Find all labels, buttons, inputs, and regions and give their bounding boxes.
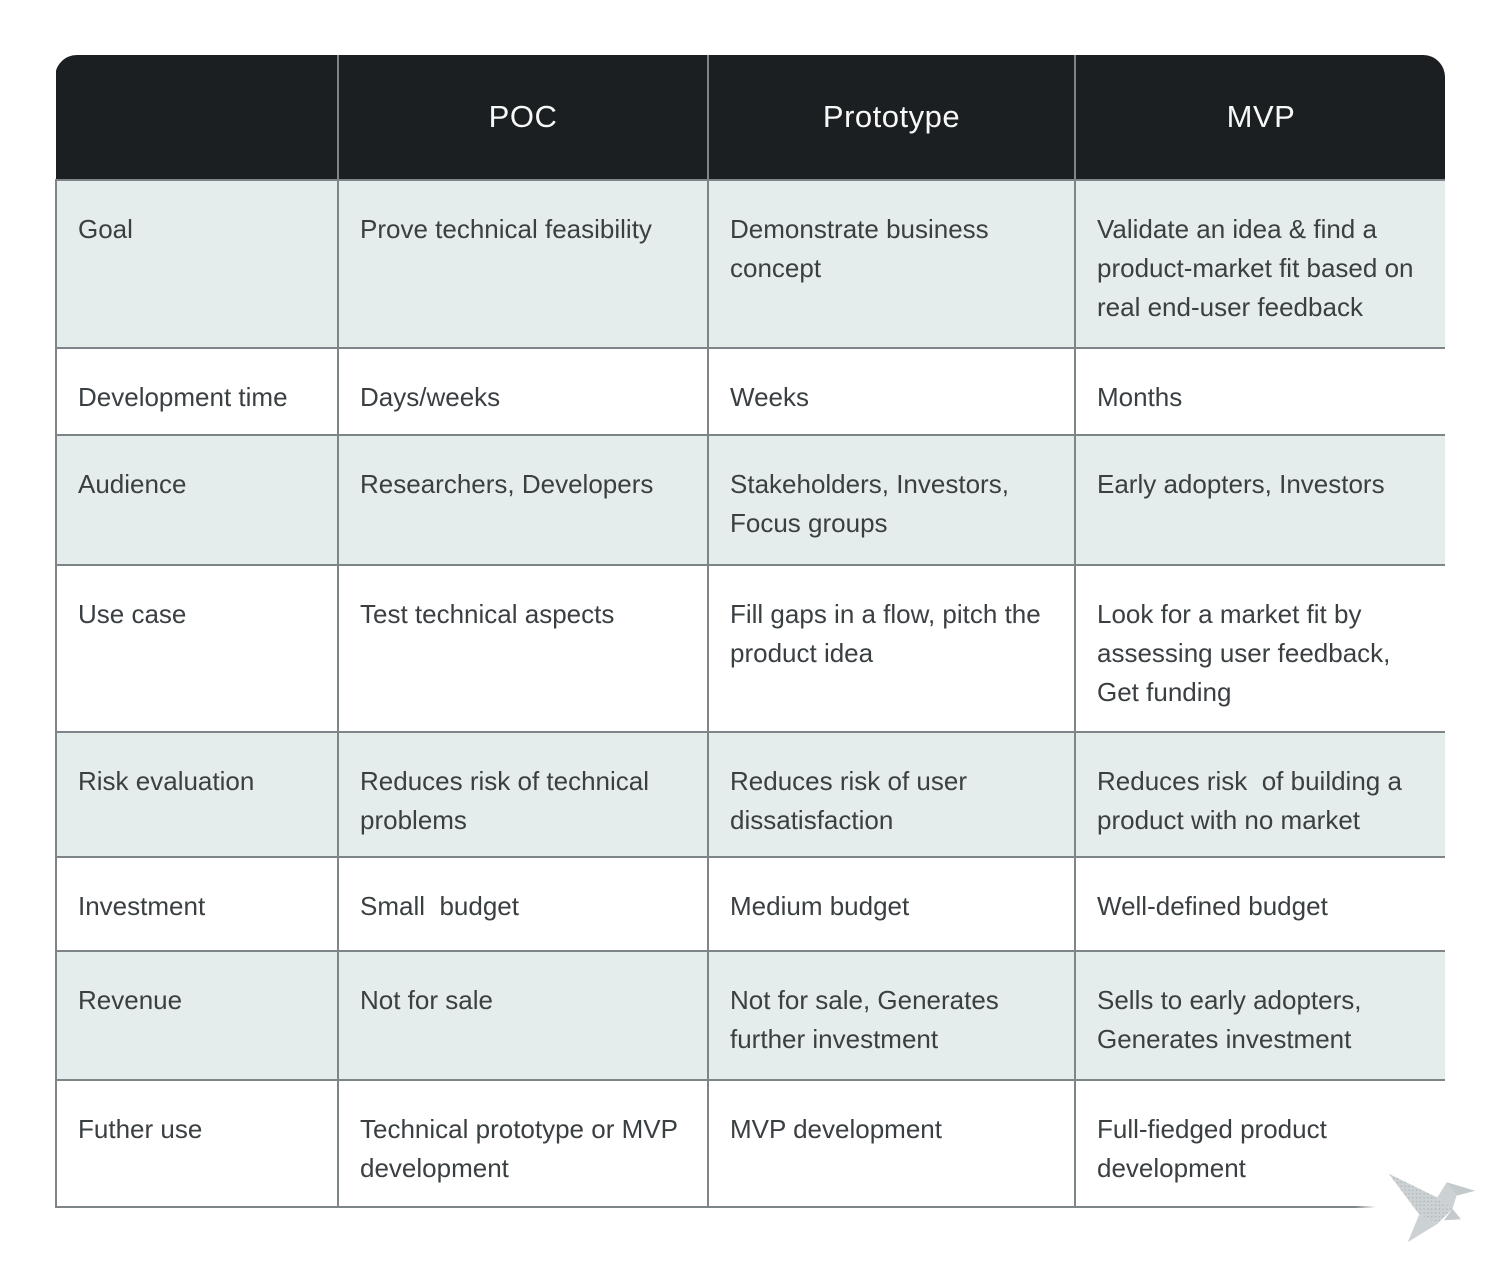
column-header-prototype: Prototype <box>707 55 1076 181</box>
table-row: Risk evaluation Reduces risk of technica… <box>55 731 1445 858</box>
poc-cell: Technical prototype or MVP development <box>337 1079 709 1208</box>
table-row: Audience Researchers, Developers Stakeho… <box>55 434 1445 566</box>
prototype-cell: Demonstrate business concept <box>707 179 1076 349</box>
table-row: Revenue Not for sale Not for sale, Gener… <box>55 950 1445 1081</box>
prototype-cell: Weeks <box>707 347 1076 436</box>
comparison-table: POC Prototype MVP Goal Prove technical f… <box>55 55 1445 1208</box>
column-header-poc: POC <box>337 55 709 181</box>
poc-cell: Small budget <box>337 856 709 952</box>
row-label: Development time <box>55 347 339 436</box>
table-body: Goal Prove technical feasibility Demonst… <box>55 179 1445 1208</box>
prototype-cell: Not for sale, Generates further investme… <box>707 950 1076 1081</box>
mvp-cell: Sells to early adopters, Generates inves… <box>1074 950 1445 1081</box>
prototype-cell: Fill gaps in a flow, pitch the product i… <box>707 564 1076 733</box>
table-row: Use case Test technical aspects Fill gap… <box>55 564 1445 733</box>
corner-cell <box>56 55 339 181</box>
prototype-cell: Reduces risk of user dissatisfaction <box>707 731 1076 858</box>
mvp-cell: Well-defined budget <box>1074 856 1445 952</box>
row-label: Revenue <box>55 950 339 1081</box>
row-label: Use case <box>55 564 339 733</box>
mvp-cell: Months <box>1074 347 1445 436</box>
row-label: Risk evaluation <box>55 731 339 858</box>
mvp-cell: Reduces risk of building a product with … <box>1074 731 1445 858</box>
row-label: Goal <box>55 179 339 349</box>
table-row: Futher use Technical prototype or MVP de… <box>55 1079 1445 1208</box>
row-label: Investment <box>55 856 339 952</box>
mvp-cell: Early adopters, Investors <box>1074 434 1445 566</box>
table-row: Goal Prove technical feasibility Demonst… <box>55 179 1445 349</box>
poc-cell: Researchers, Developers <box>337 434 709 566</box>
column-header-mvp: MVP <box>1074 55 1445 181</box>
poc-cell: Not for sale <box>337 950 709 1081</box>
prototype-cell: Medium budget <box>707 856 1076 952</box>
origami-bird-logo <box>1388 1173 1476 1243</box>
poc-cell: Test technical aspects <box>337 564 709 733</box>
row-label: Audience <box>55 434 339 566</box>
table-row: Investment Small budget Medium budget We… <box>55 856 1445 952</box>
poc-cell: Days/weeks <box>337 347 709 436</box>
mvp-cell: Look for a market fit by assessing user … <box>1074 564 1445 733</box>
comparison-table-card: POC Prototype MVP Goal Prove technical f… <box>55 55 1445 1208</box>
poc-cell: Reduces risk of technical problems <box>337 731 709 858</box>
mvp-cell: Validate an idea & find a product-market… <box>1074 179 1445 349</box>
table-row: Development time Days/weeks Weeks Months <box>55 347 1445 436</box>
prototype-cell: MVP development <box>707 1079 1076 1208</box>
prototype-cell: Stakeholders, Investors, Focus groups <box>707 434 1076 566</box>
row-label: Futher use <box>55 1079 339 1208</box>
mvp-cell: Full-fiedged product development <box>1074 1079 1445 1208</box>
poc-cell: Prove technical feasibility <box>337 179 709 349</box>
header-row: POC Prototype MVP <box>56 55 1445 181</box>
table-header: POC Prototype MVP <box>56 55 1445 181</box>
